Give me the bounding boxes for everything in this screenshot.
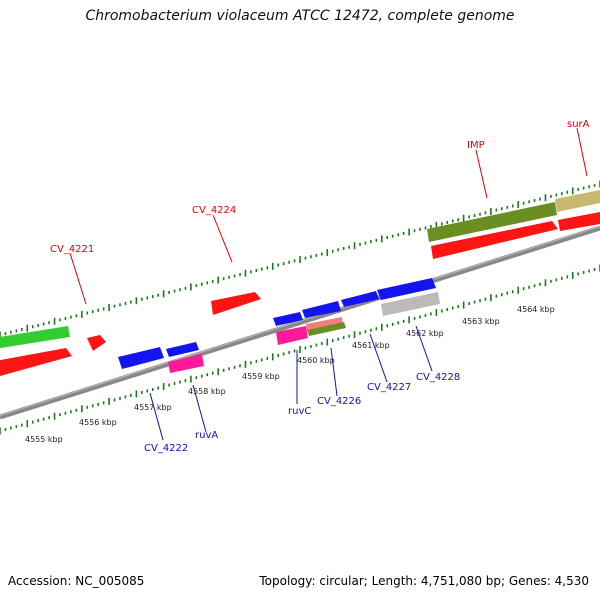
genome-axis-highlight xyxy=(0,226,600,416)
gene-red-imp xyxy=(431,221,558,259)
gene-cv4222 xyxy=(118,347,164,369)
gene-green xyxy=(0,326,70,349)
leader-cv4224 xyxy=(212,214,233,263)
scale-label: 4559 kbp xyxy=(242,372,280,381)
scale-label: 4558 kbp xyxy=(188,387,226,396)
gene-ruvc-pink xyxy=(276,326,308,345)
label-cv4226: CV_4226 xyxy=(317,396,361,407)
gene-cv4227 xyxy=(341,291,379,307)
gene-grey xyxy=(381,292,440,316)
bottom-tick-track xyxy=(0,264,600,435)
gene-cv4228 xyxy=(377,278,436,300)
scale-label: 4562 kbp xyxy=(406,329,444,338)
label-ruva: ruvA xyxy=(195,430,218,441)
accession-text: Accession: NC_005085 xyxy=(8,574,145,588)
label-sura: surA xyxy=(567,119,590,130)
label-cv4228: CV_4228 xyxy=(416,372,460,383)
genome-summary-text: Topology: circular; Length: 4,751,080 bp… xyxy=(259,574,589,588)
label-cv4224: CV_4224 xyxy=(192,205,236,216)
scale-label: 4557 kbp xyxy=(134,403,172,412)
scale-label: 4556 kbp xyxy=(79,418,117,427)
gene-imp-olive xyxy=(427,202,557,242)
leader-sura xyxy=(576,127,588,177)
gene-sura-tan xyxy=(555,190,600,212)
gene-cv4226 xyxy=(302,301,341,318)
gene-cv4226-pink xyxy=(306,317,343,331)
leader-cv4222 xyxy=(149,392,164,441)
forward-genes xyxy=(0,190,600,376)
scale-label: 4563 kbp xyxy=(462,317,500,326)
label-cv4222: CV_4222 xyxy=(144,443,188,454)
leader-cv4226 xyxy=(330,347,338,397)
label-cv4221: CV_4221 xyxy=(50,244,94,255)
gene-cv4221 xyxy=(87,335,106,351)
label-ruvc: ruvC xyxy=(288,406,311,417)
label-cv4227: CV_4227 xyxy=(367,382,411,393)
scale-label: 4561 kbp xyxy=(352,341,390,350)
gene-cv4224 xyxy=(211,292,261,315)
scale-label: 4560 kbp xyxy=(297,356,335,365)
leader-imp xyxy=(475,149,488,199)
gene-ruvc xyxy=(273,312,303,326)
leader-ruva xyxy=(192,384,207,433)
label-imp: IMP xyxy=(467,140,485,151)
gene-cv4226-olive xyxy=(307,322,346,336)
forward-leader-lines xyxy=(69,127,588,305)
leader-cv4227 xyxy=(369,333,388,383)
scale-label: 4555 kbp xyxy=(25,435,63,444)
gene-red-left xyxy=(0,348,72,376)
reverse-genes xyxy=(118,278,440,373)
gene-red-sura xyxy=(558,212,600,231)
leader-cv4228 xyxy=(415,325,433,372)
scale-label: 4564 kbp xyxy=(517,305,555,314)
gene-ruva-pink xyxy=(168,354,204,373)
gene-ruva xyxy=(166,342,199,357)
reverse-leader-lines xyxy=(149,325,433,441)
genome-axis xyxy=(0,225,600,420)
leader-cv4221 xyxy=(69,252,87,305)
map-title: Chromobacterium violaceum ATCC 12472, co… xyxy=(85,8,515,24)
